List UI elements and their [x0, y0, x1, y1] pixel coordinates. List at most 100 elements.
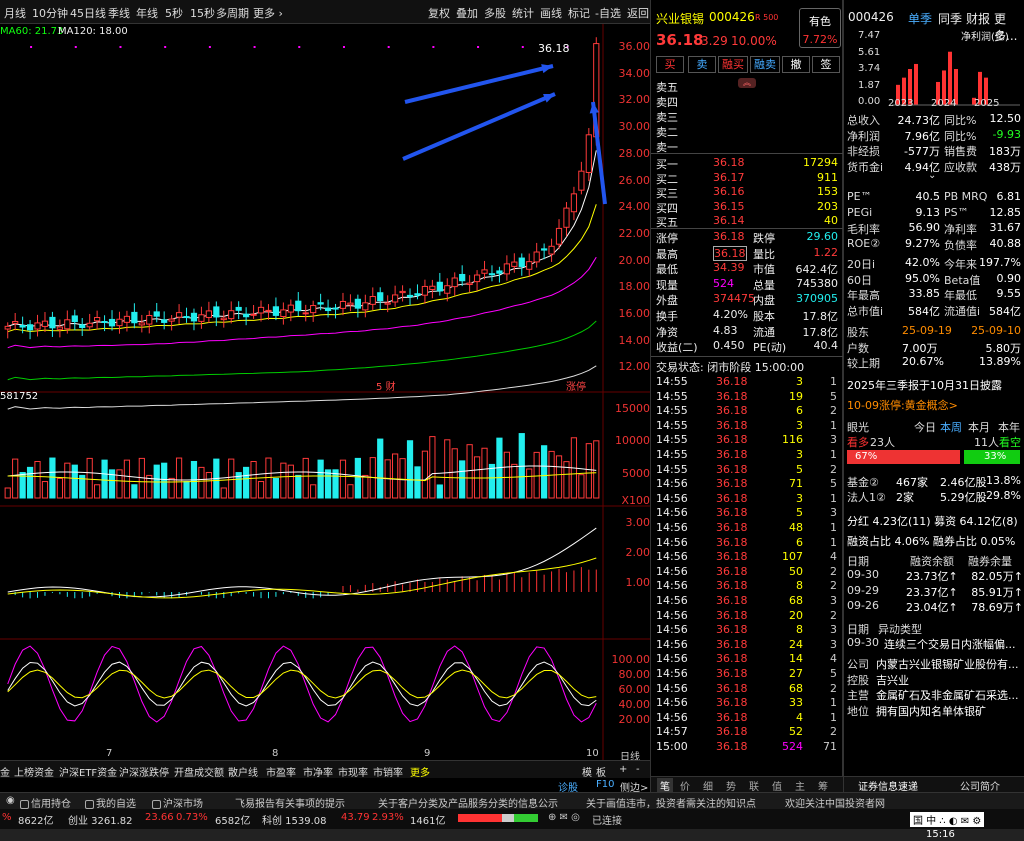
tab-more-finance[interactable]: 更多...	[994, 12, 1018, 43]
margin-buy-button[interactable]: 融买	[718, 56, 748, 73]
sign-button[interactable]: 签	[812, 56, 840, 73]
tab-etf-funds[interactable]: 沪深ETF资金	[59, 768, 118, 779]
view-tab[interactable]: 今日	[914, 420, 936, 434]
zoom-in-button[interactable]: +	[619, 764, 628, 775]
tab-ps[interactable]: 市销率	[373, 768, 403, 779]
tab-45day[interactable]: 45日线	[70, 7, 106, 20]
tab-4[interactable]: 联	[749, 782, 759, 793]
tab-opening-volume[interactable]: 开盘成交额	[174, 768, 224, 779]
tab-more[interactable]: 更多 ›	[253, 7, 283, 20]
rp-stock-code: 000426	[848, 10, 894, 24]
macd-dif-line	[7, 527, 597, 598]
tick-price: 36.18	[716, 418, 748, 432]
tab-pb[interactable]: 市净率	[303, 768, 333, 779]
stat-value: 1.22	[813, 245, 839, 259]
tick-count: 2	[830, 404, 837, 418]
news-item-1[interactable]: 飞易报告有关事项的提示	[235, 799, 345, 810]
zoom-out-button[interactable]: -	[636, 764, 640, 775]
tab-6[interactable]: 主	[795, 782, 805, 793]
tab-1[interactable]: 价	[680, 782, 690, 793]
tab-3[interactable]: 势	[726, 782, 736, 793]
multi-stock-button[interactable]: 多股	[484, 7, 506, 20]
news-item-4[interactable]: 欢迎关注中国投资者网	[785, 799, 885, 810]
mark-button[interactable]: 标记	[568, 7, 590, 20]
cancel-order-button[interactable]: 撤	[782, 56, 810, 73]
buy-button[interactable]: 买	[656, 56, 684, 73]
tab-yearly[interactable]: 年线	[136, 7, 158, 20]
candle-body	[26, 324, 34, 331]
restore-rights-button[interactable]: 复权	[428, 7, 450, 20]
ime-icon[interactable]: 国 中 ∴ ◐ ✉ ⚙	[910, 812, 985, 827]
tab-pcf[interactable]: 市现率	[338, 768, 368, 779]
my-watchlist-link[interactable]: 我的自选	[85, 795, 136, 810]
tab-same-quarter[interactable]: 同季	[938, 12, 963, 26]
news-item-3[interactable]: 关于画值违市，投资者需关注的知识点	[586, 799, 756, 810]
tab-7[interactable]: 筹	[818, 782, 828, 793]
tab-limit-updown[interactable]: 沪深涨跌停	[119, 768, 169, 779]
tab-securities-news[interactable]: 证券信息速递	[858, 782, 918, 793]
sector-badge[interactable]: 有色 7.72%	[799, 8, 841, 48]
toolbar-icons[interactable]: ⊕ ✉ ◎	[548, 812, 580, 823]
stat-label: 量比	[753, 247, 775, 261]
market-link[interactable]: 沪深市场	[152, 795, 203, 810]
profit-bar-chart[interactable]	[844, 26, 1024, 114]
concept-link[interactable]: 10-09涨停:黄金概念>	[847, 398, 958, 412]
candle-body	[49, 316, 56, 329]
candle-body	[64, 319, 71, 330]
kline-chart[interactable]	[0, 24, 650, 760]
tab-5[interactable]: 值	[772, 782, 782, 793]
tick-list[interactable]: 14:55 36.18 3 1 14:55 36.18 19 5 14:55 36.18 6 2 14:…	[656, 375, 841, 770]
tab-monthly[interactable]: 月线	[4, 7, 26, 20]
credit-holdings-link[interactable]: 信用持仓	[20, 795, 71, 810]
profit-chart-label: 净利润(亿)	[961, 32, 1009, 43]
tab-0[interactable]: 笔	[657, 778, 673, 793]
kdj-k-line	[7, 661, 597, 707]
tab-quarterly[interactable]: 季线	[108, 7, 130, 20]
diagnose-button[interactable]: 诊股	[558, 783, 578, 794]
ma-line	[7, 320, 597, 381]
volume-bar	[71, 464, 78, 499]
tab-financial-report[interactable]: 财报	[966, 12, 991, 26]
overlay-button[interactable]: 叠加	[456, 7, 478, 20]
tab-2[interactable]: 细	[703, 782, 713, 793]
stats-button[interactable]: 统计	[512, 7, 534, 20]
side-panel-button[interactable]: 侧边>	[620, 783, 649, 794]
tab-more-indicators[interactable]: 更多	[410, 768, 430, 779]
expand-chevron-icon[interactable]: ⌄	[928, 170, 937, 181]
tab-single-quarter[interactable]: 单季	[908, 12, 933, 26]
view-tab[interactable]: 眼光	[847, 420, 869, 434]
tab-multi-period[interactable]: 多周期	[216, 7, 249, 20]
tab-company-profile[interactable]: 公司简介	[960, 782, 1000, 793]
draw-line-button[interactable]: 画线	[540, 7, 562, 20]
stat-value: 642.4亿	[795, 263, 839, 277]
collapse-icon[interactable]: ︽	[738, 78, 756, 88]
tick-time: 14:56	[656, 550, 688, 564]
tab-retail-line[interactable]: 散户线	[228, 768, 258, 779]
tab-5sec[interactable]: 5秒	[165, 7, 183, 20]
signal-dot	[432, 46, 435, 48]
date-tick-sep: 9	[424, 748, 431, 759]
f10-button[interactable]: F10	[596, 779, 615, 790]
stat-label: 净资	[656, 325, 678, 339]
sell-button[interactable]: 卖	[688, 56, 716, 73]
tab-10min[interactable]: 10分钟	[32, 7, 68, 20]
tab-15sec[interactable]: 15秒	[190, 7, 215, 20]
tab-pe[interactable]: 市盈率	[266, 768, 296, 779]
margin-sell-button[interactable]: 融卖	[750, 56, 780, 73]
stat-label: 涨停	[656, 232, 678, 245]
tick-volume: 19	[789, 389, 803, 403]
refresh-icon[interactable]: ◉	[6, 795, 15, 806]
board-button[interactable]: 板	[596, 768, 606, 779]
tab-gold[interactable]: 金	[0, 768, 10, 779]
self-select-button[interactable]: -自选	[595, 7, 621, 20]
view-tab[interactable]: 本周	[940, 420, 962, 434]
template-button[interactable]: 模	[582, 768, 592, 779]
tab-top-funds[interactable]: 上榜资金	[14, 768, 54, 779]
back-button[interactable]: 返回	[627, 7, 649, 20]
volume-value: 581752	[0, 391, 39, 402]
volume-bar	[541, 445, 548, 499]
volume-bar	[168, 477, 175, 499]
view-tab[interactable]: 本月	[968, 420, 990, 434]
news-item-2[interactable]: 关于客户分类及产品服务分类的信息公示	[378, 799, 558, 810]
view-tab[interactable]: 本年	[998, 420, 1020, 434]
